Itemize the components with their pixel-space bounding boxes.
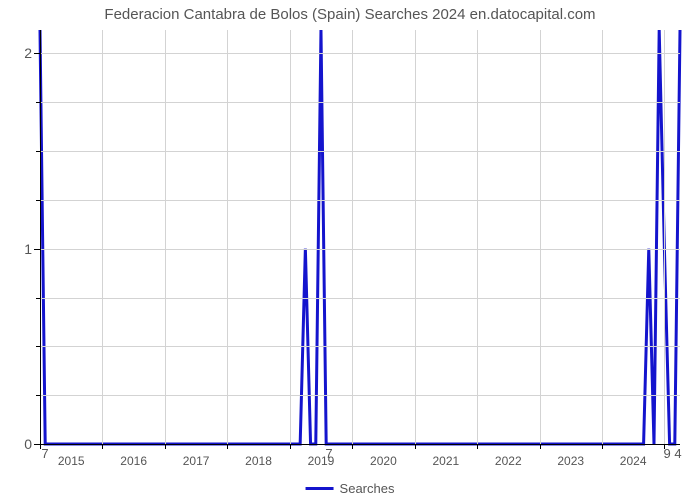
y-tick-mark xyxy=(34,249,40,250)
x-axis-line xyxy=(40,444,680,445)
grid-line-horizontal xyxy=(40,249,680,250)
y-minor-tick-mark xyxy=(36,102,40,103)
y-minor-tick-mark xyxy=(36,200,40,201)
grid-line-horizontal xyxy=(40,346,680,347)
y-tick-mark xyxy=(34,53,40,54)
legend: Searches xyxy=(306,481,395,496)
grid-line-vertical xyxy=(602,30,603,444)
x-tick-mark xyxy=(102,444,103,449)
grid-line-horizontal xyxy=(40,395,680,396)
y-tick-label: 0 xyxy=(24,436,32,452)
x-tick-label: 2023 xyxy=(557,454,584,468)
y-minor-tick-mark xyxy=(36,395,40,396)
grid-line-horizontal xyxy=(40,298,680,299)
grid-line-vertical xyxy=(102,30,103,444)
x-tick-label: 2020 xyxy=(370,454,397,468)
data-point-label: 4 xyxy=(674,446,681,461)
grid-line-horizontal xyxy=(40,151,680,152)
grid-line-vertical xyxy=(664,30,665,444)
x-tick-mark xyxy=(602,444,603,449)
x-tick-mark xyxy=(290,444,291,449)
x-tick-mark xyxy=(540,444,541,449)
x-tick-label: 2017 xyxy=(183,454,210,468)
x-tick-label: 2021 xyxy=(432,454,459,468)
x-tick-mark xyxy=(165,444,166,449)
x-tick-label: 2018 xyxy=(245,454,272,468)
x-tick-mark xyxy=(415,444,416,449)
x-tick-mark xyxy=(477,444,478,449)
grid-line-vertical xyxy=(227,30,228,444)
grid-line-horizontal xyxy=(40,200,680,201)
y-tick-label: 1 xyxy=(24,241,32,257)
plot-area xyxy=(40,30,680,444)
grid-line-vertical xyxy=(165,30,166,444)
legend-swatch xyxy=(306,487,334,490)
grid-line-horizontal xyxy=(40,53,680,54)
y-axis-line xyxy=(40,30,41,444)
x-tick-mark xyxy=(352,444,353,449)
grid-line-horizontal xyxy=(40,102,680,103)
y-minor-tick-mark xyxy=(36,151,40,152)
y-minor-tick-mark xyxy=(36,298,40,299)
grid-line-vertical xyxy=(415,30,416,444)
data-point-label: 9 xyxy=(664,446,671,461)
x-tick-label: 2016 xyxy=(120,454,147,468)
grid-line-vertical xyxy=(290,30,291,444)
legend-label: Searches xyxy=(340,481,395,496)
y-tick-label: 2 xyxy=(24,45,32,61)
data-point-label: 7 xyxy=(41,446,48,461)
grid-line-vertical xyxy=(352,30,353,444)
data-point-label: 7 xyxy=(325,446,332,461)
grid-line-vertical xyxy=(477,30,478,444)
x-tick-mark xyxy=(227,444,228,449)
x-tick-label: 2024 xyxy=(620,454,647,468)
grid-line-vertical xyxy=(540,30,541,444)
x-tick-label: 2015 xyxy=(58,454,85,468)
series-line xyxy=(40,30,680,444)
chart-container: Federacion Cantabra de Bolos (Spain) Sea… xyxy=(0,0,700,500)
chart-title: Federacion Cantabra de Bolos (Spain) Sea… xyxy=(0,6,700,23)
y-minor-tick-mark xyxy=(36,346,40,347)
x-tick-label: 2022 xyxy=(495,454,522,468)
